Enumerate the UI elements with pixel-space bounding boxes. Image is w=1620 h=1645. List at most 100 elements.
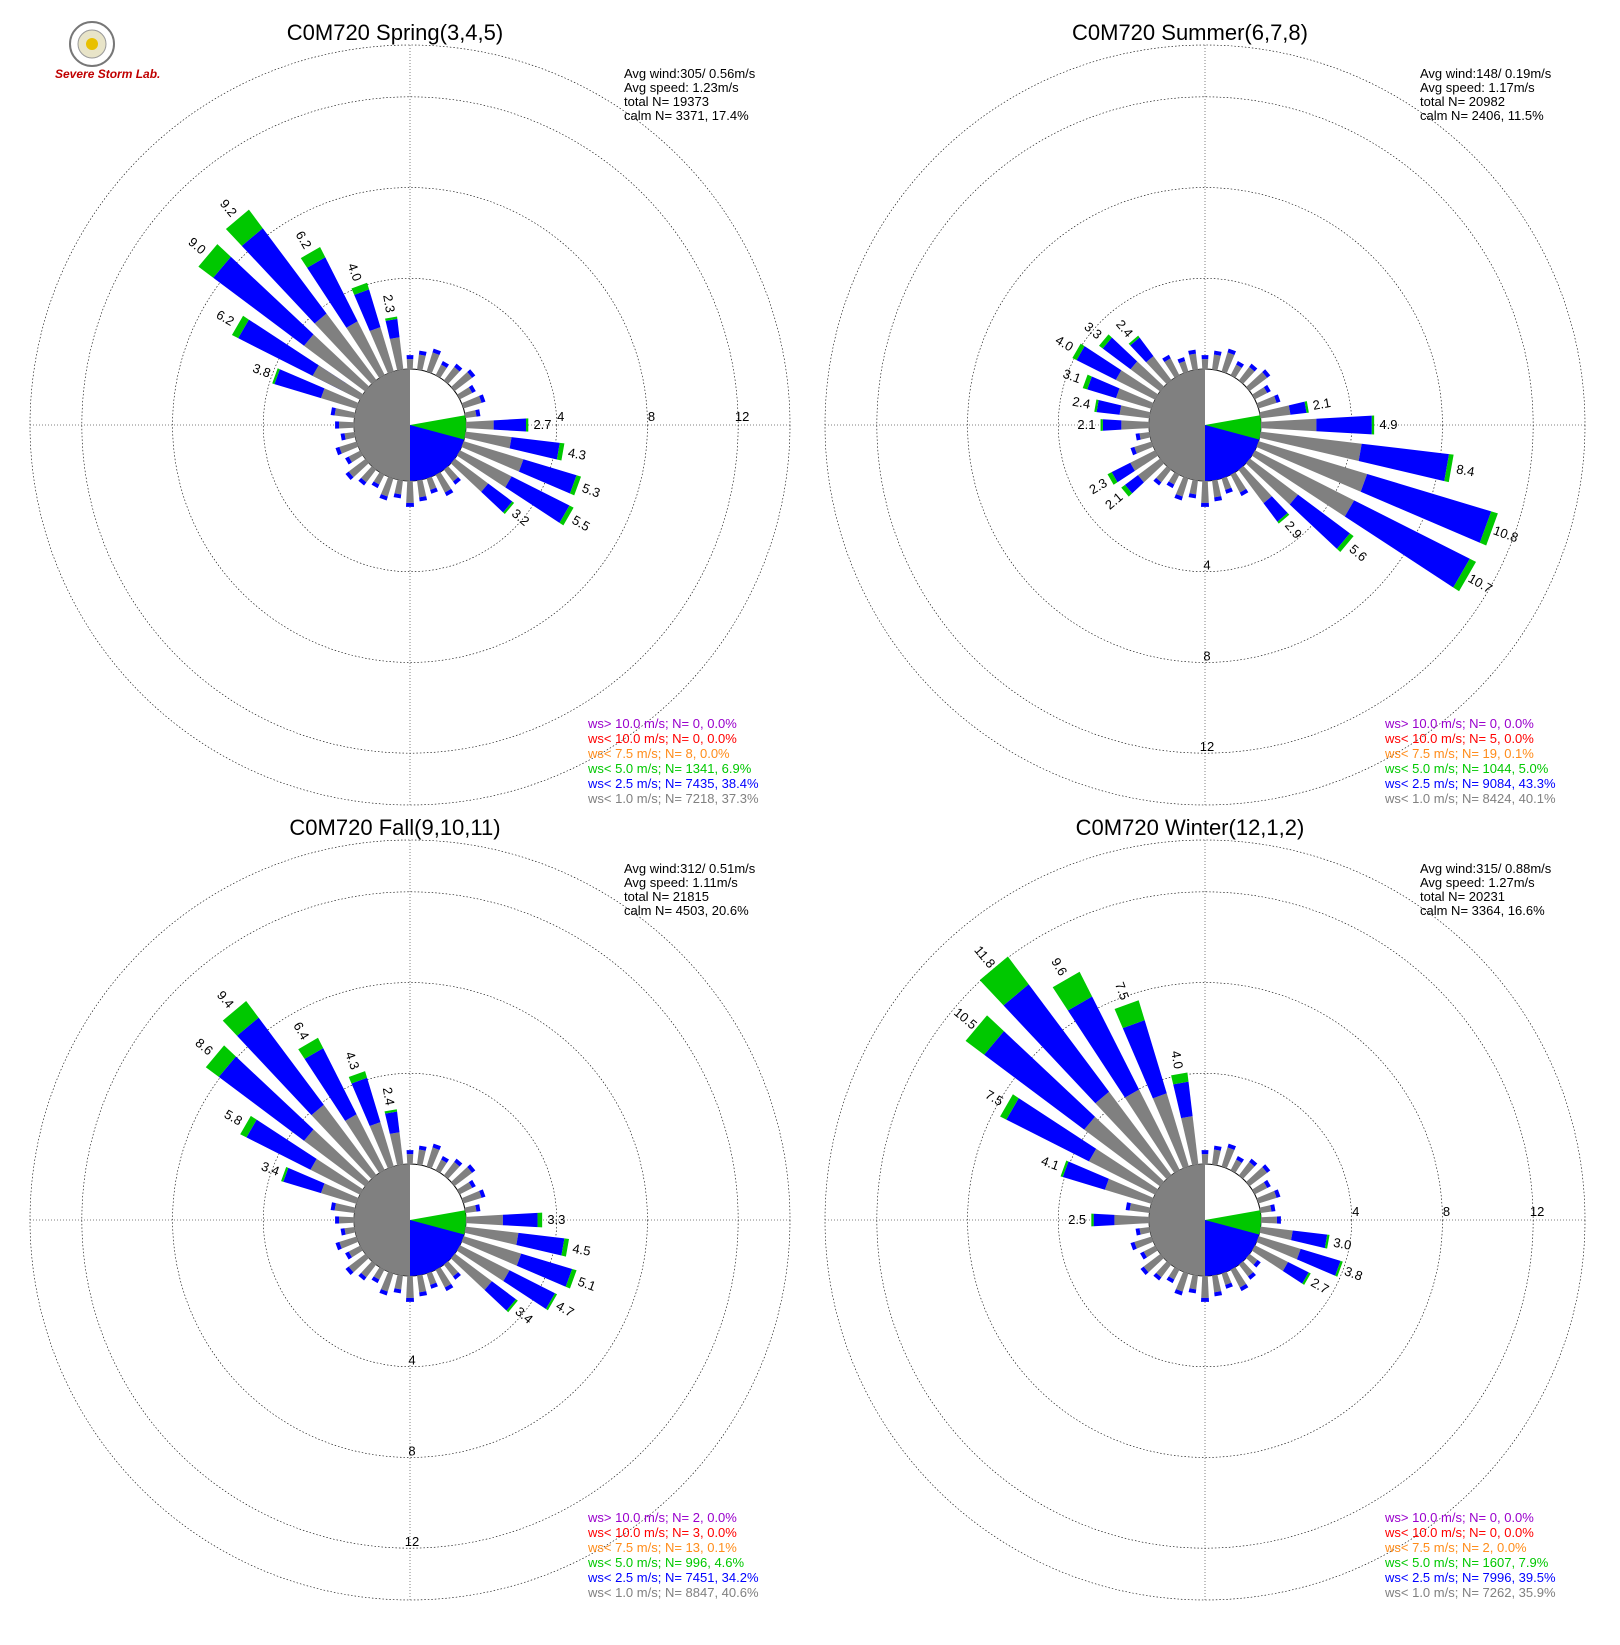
bar-segment [320,388,359,409]
bar-segment [312,365,364,400]
bar-segment [503,501,515,515]
bar-segment [1128,335,1140,346]
minor-bar [1189,1274,1198,1290]
minor-bar [1156,1261,1172,1278]
bar-segment [545,1293,558,1311]
legend-entry: ws< 1.0 m/s; N= 8424, 40.1% [1384,791,1556,806]
bar-segment [1104,1178,1154,1204]
ring-label: 12 [405,1534,419,1549]
bar-label: 2.7 [1308,1275,1331,1297]
bar-segment [354,289,381,331]
minor-bar [1175,1271,1189,1292]
bar-segment [979,956,1029,1006]
bar-segment [1444,454,1454,483]
minor-bar [1139,1227,1151,1235]
minor-bar [461,395,482,409]
minor-bar-tip [1236,360,1245,368]
bar-segment [1084,1116,1165,1187]
minor-bar-tip [335,1216,340,1224]
minor-bar [1143,1253,1164,1273]
bar-segment [311,1104,377,1180]
bar-segment [1119,405,1151,419]
wind-rose-panel: 48122.14.98.410.810.75.62.92.12.32.12.43… [824,20,1586,806]
minor-bar-tip [1262,369,1271,378]
bar-segment [314,313,377,385]
minor-bar-tip [1174,494,1183,501]
minor-bar-tip [1153,477,1162,486]
minor-bar-tip [330,1202,336,1211]
minor-bar-tip [1239,488,1249,497]
bar-segment [518,459,577,494]
stats-line: calm N= 3371, 17.4% [624,108,749,123]
bar-segment [1171,1072,1189,1085]
bar-segment [984,1031,1096,1130]
minor-bar [394,479,403,495]
bar-label: 3.4 [512,1304,535,1327]
bar-segment [1146,356,1172,385]
minor-bar-tip [371,481,380,489]
bar-segment [1181,1116,1199,1166]
minor-bar [443,1161,460,1179]
minor-bar-tip [330,407,336,416]
bar-segment [272,368,280,385]
bar-label: 8.6 [192,1035,215,1058]
minor-bar-tip [1140,1251,1148,1260]
legend-entry: ws> 10.0 m/s; N= 2, 0.0% [587,1510,737,1525]
bar-segment [559,505,574,526]
bar-segment [1000,1094,1019,1120]
legend-entry: ws< 5.0 m/s; N= 996, 4.6% [587,1555,745,1570]
minor-bar [1212,1149,1221,1166]
bar-label: 4.9 [1379,417,1397,432]
bar-segment [240,1115,257,1138]
bar-segment [506,1299,518,1313]
bar-label: 2.1 [1312,395,1332,413]
calm-sector [1149,1164,1205,1276]
legend-entry: ws< 1.0 m/s; N= 7218, 37.3% [587,791,759,806]
panel-title: C0M720 Fall(9,10,11) [289,815,500,840]
minor-bar-tip [1166,481,1175,489]
range-ring [262,277,558,573]
legend-entry: ws< 5.0 m/s; N= 1341, 6.9% [587,761,752,776]
minor-bar-tip [345,471,354,481]
minor-bar [1246,372,1268,392]
bar-segment [1130,337,1154,363]
bar-segment [1067,996,1140,1098]
bar-segment [1260,418,1317,432]
minor-bar-tip [419,496,428,502]
bar-segment [1251,450,1355,517]
minor-bar [1143,1245,1158,1258]
bar-segment [1003,984,1110,1104]
bar-segment [213,256,314,346]
bar-segment [481,483,513,513]
minor-bar [461,1190,482,1204]
legend-entry: ws< 2.5 m/s; N= 9084, 43.3% [1384,776,1556,791]
bar-segment [1076,346,1122,380]
minor-bar [344,432,356,440]
minor-bar [1201,359,1209,370]
minor-bar-tip [1274,1189,1281,1198]
minor-bar-tip [340,433,346,441]
legend-entry: ws> 10.0 m/s; N= 0, 0.0% [587,716,737,731]
minor-bar-tip [441,1155,450,1163]
bar-segment [1371,415,1375,435]
bar-segment [385,316,398,321]
minor-bar [1230,364,1242,378]
minor-bar [406,1275,414,1298]
ring-label: 12 [735,409,749,424]
panel-title: C0M720 Spring(3,4,5) [287,20,503,45]
calm-sector [1205,415,1261,440]
minor-bar-tip [454,363,463,372]
minor-bar-tip [1213,350,1222,356]
minor-bar-tip [371,1276,380,1284]
minor-bar-tip [444,1283,454,1292]
bar-segment [1360,473,1492,543]
minor-bar-tip [432,1143,442,1150]
minor-bar-tip [1200,1297,1210,1302]
bar-label: 3.2 [509,506,532,529]
bar-label: 3.4 [259,1159,281,1179]
minor-bar [344,1227,356,1235]
bar-segment [346,321,385,379]
minor-bar-tip [1214,1291,1223,1297]
bar-segment [1060,1160,1069,1178]
bar-segment [205,1045,236,1077]
